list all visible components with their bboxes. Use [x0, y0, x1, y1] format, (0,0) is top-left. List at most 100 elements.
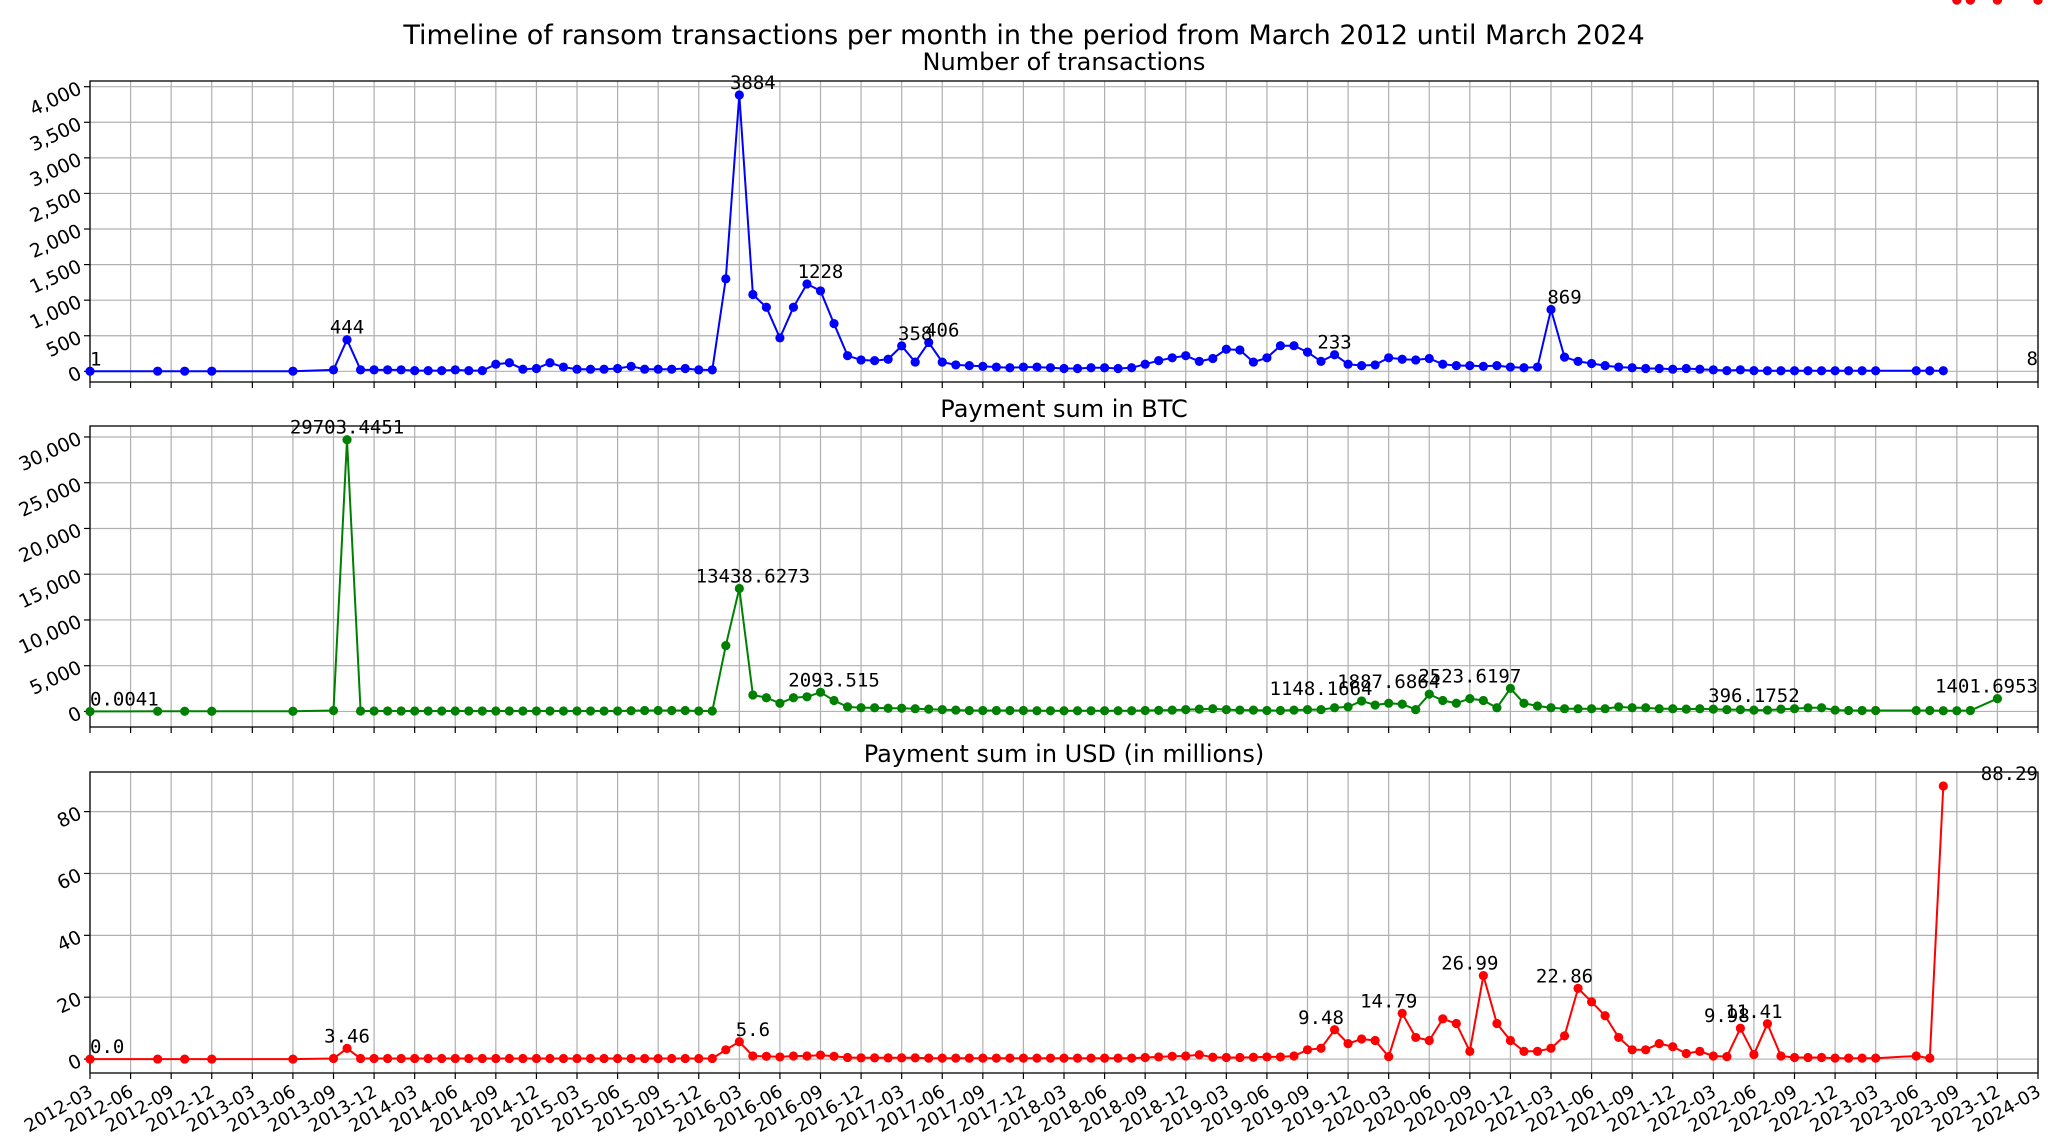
data-label: 396.1752 — [1708, 685, 1800, 707]
y-tick-label: 5,000 — [26, 657, 85, 700]
data-point — [870, 356, 880, 366]
series-markers — [85, 0, 2043, 717]
data-point — [1370, 1035, 1380, 1046]
data-point — [85, 366, 95, 376]
data-point — [504, 1053, 514, 1064]
data-point — [1762, 705, 1773, 715]
data-point — [897, 341, 907, 351]
data-point — [1492, 361, 1502, 371]
data-point — [1465, 361, 1475, 371]
data-point — [1532, 1046, 1543, 1056]
data-point — [1695, 364, 1705, 374]
data-point — [572, 1053, 582, 1064]
data-point — [978, 705, 988, 716]
data-point — [721, 274, 731, 284]
data-label: 26.99 — [1441, 953, 1498, 975]
data-point — [328, 1053, 339, 1064]
data-point — [788, 1051, 799, 1061]
data-point — [464, 706, 474, 716]
data-point — [721, 1045, 731, 1055]
data-point — [207, 366, 217, 376]
data-point — [1830, 366, 1840, 376]
data-point — [1262, 353, 1272, 363]
data-point — [1072, 363, 1083, 374]
panel-title: Payment sum in BTC — [940, 395, 1187, 423]
data-point — [423, 366, 433, 376]
series-line — [89, 439, 1998, 713]
data-point — [477, 1053, 487, 1064]
data-point — [626, 706, 636, 716]
data-point — [1749, 705, 1759, 715]
data-point — [1911, 1051, 1921, 1061]
data-point — [1519, 363, 1529, 373]
data-point — [1208, 1052, 1218, 1062]
data-point — [1072, 1053, 1083, 1063]
data-point — [1127, 1053, 1137, 1063]
data-label: 1887.6864 — [1337, 671, 1440, 693]
data-point — [1221, 705, 1231, 715]
data-point — [924, 1053, 934, 1063]
data-point — [1005, 705, 1015, 716]
y-tick-label: 40 — [54, 926, 85, 956]
data-point — [1749, 1049, 1759, 1060]
data-point — [1451, 698, 1461, 708]
data-point — [2033, 0, 2043, 5]
data-point — [1113, 363, 1123, 374]
data-point — [1316, 705, 1326, 715]
data-point — [1735, 1023, 1745, 1033]
data-point — [761, 302, 771, 312]
data-point — [924, 337, 934, 348]
data-point — [1167, 705, 1177, 715]
data-point — [288, 706, 298, 716]
data-point — [1045, 1053, 1056, 1063]
data-point — [1816, 703, 1827, 713]
y-tick-label: 0 — [65, 702, 85, 727]
grid — [89, 426, 2039, 727]
data-point — [355, 706, 366, 716]
data-point — [1492, 1018, 1502, 1029]
data-point — [1478, 970, 1488, 981]
data-point — [1614, 362, 1624, 372]
data-point — [1086, 1053, 1096, 1063]
chart-panel-1: Number of transactions05001,0001,5002,00… — [26, 0, 2043, 388]
data-point — [1519, 698, 1529, 708]
data-point — [1938, 706, 1948, 716]
data-point — [1032, 706, 1042, 716]
data-point — [1018, 705, 1029, 716]
data-point — [1127, 363, 1137, 373]
data-point — [1329, 1025, 1340, 1035]
data-point — [599, 706, 609, 716]
data-point — [383, 706, 393, 716]
data-point — [410, 366, 420, 376]
data-point — [1302, 347, 1313, 357]
data-point — [1668, 704, 1678, 714]
data-point — [1505, 683, 1516, 693]
data-point — [1573, 356, 1583, 366]
data-point — [1032, 362, 1042, 372]
data-point — [1357, 696, 1367, 706]
data-point — [1275, 705, 1286, 716]
data-point — [1830, 1053, 1840, 1063]
data-point — [1235, 1052, 1245, 1063]
data-point — [518, 1053, 528, 1064]
data-point — [1005, 1053, 1015, 1063]
data-point — [924, 704, 934, 714]
data-point — [1424, 1035, 1434, 1046]
data-point — [450, 1053, 460, 1064]
data-point — [1113, 1053, 1123, 1063]
data-point — [1018, 1053, 1029, 1063]
data-point — [1722, 366, 1732, 376]
data-point — [1384, 1052, 1394, 1062]
data-point — [1343, 1039, 1353, 1049]
data-point — [1925, 1053, 1935, 1063]
data-point — [640, 1053, 650, 1064]
data-point — [1411, 355, 1421, 365]
data-point — [748, 289, 758, 300]
data-point — [85, 1054, 95, 1064]
data-point — [423, 706, 433, 716]
data-label: 1 — [90, 348, 101, 370]
data-point — [1370, 360, 1380, 370]
data-point — [1397, 699, 1407, 709]
data-point — [1235, 705, 1245, 715]
